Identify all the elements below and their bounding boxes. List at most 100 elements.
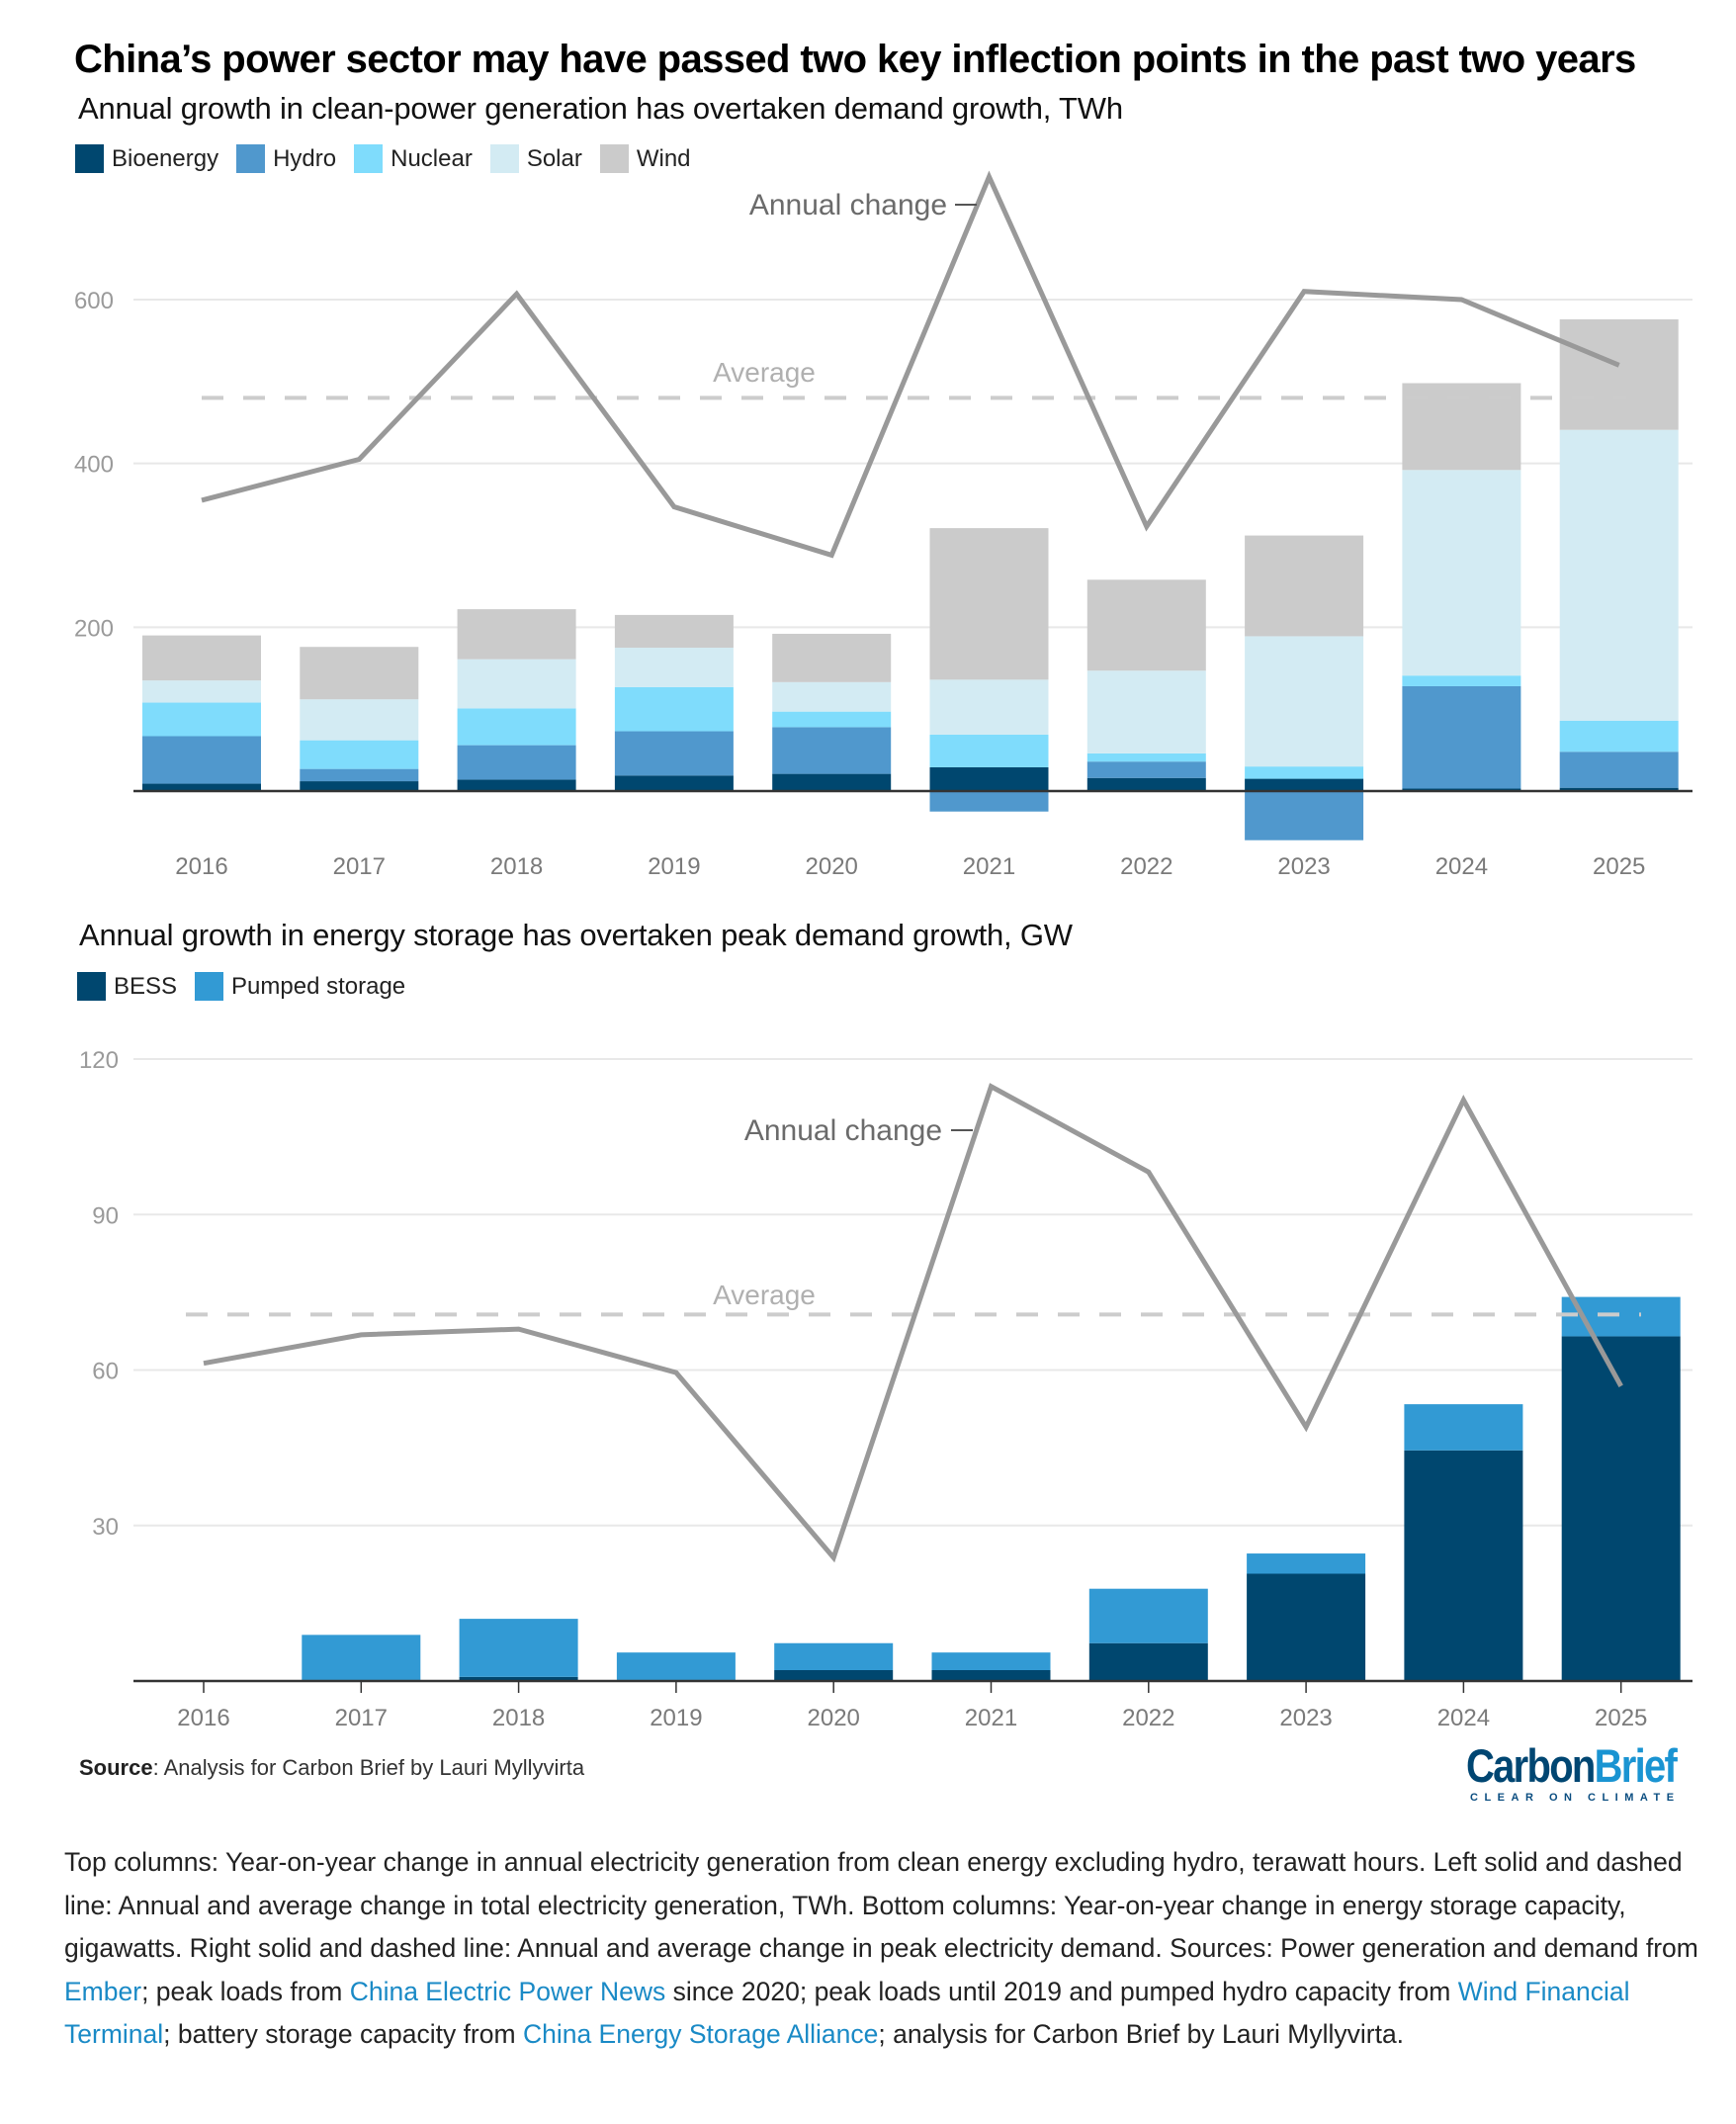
bar-bess-2018: [459, 1676, 578, 1681]
bar-hydro-2018: [457, 745, 576, 780]
bar-pumped-storage-2022: [1088, 1588, 1208, 1643]
x-tick-label: 2021: [963, 853, 1015, 880]
bottom-chart-subtitle: Annual growth in energy storage has over…: [79, 918, 1073, 952]
chart-title: China’s power sector may have passed two…: [74, 38, 1636, 81]
bar-bess-2022: [1088, 1642, 1208, 1681]
x-tick-label: 2019: [650, 1705, 702, 1731]
y-tick-label: 120: [79, 1047, 119, 1074]
source-label: Source: [79, 1755, 153, 1780]
legend-item-nuclear: Nuclear: [354, 144, 473, 173]
x-tick-label: 2016: [175, 853, 227, 880]
bar-wind-2025: [1559, 318, 1679, 430]
x-tick-label: 2023: [1277, 853, 1330, 880]
bar-hydro-2022: [1086, 761, 1206, 778]
caption-text: Top columns: Year-on-year change in annu…: [64, 1847, 1698, 1963]
legend-item-bess: BESS: [77, 972, 177, 1001]
x-tick-label: 2025: [1593, 853, 1645, 880]
x-tick-label: 2018: [492, 1705, 545, 1731]
bar-hydro-2023: [1245, 791, 1364, 841]
average-label: Average: [713, 357, 816, 388]
bar-solar-2022: [1086, 670, 1206, 753]
bottom-chart-legend: BESS Pumped storage: [77, 972, 423, 1001]
caption-link[interactable]: China Energy Storage Alliance: [522, 2019, 879, 2049]
caption-link[interactable]: Ember: [64, 1976, 142, 2006]
bar-pumped-storage-2024: [1404, 1404, 1523, 1451]
legend-label: Bioenergy: [112, 144, 219, 172]
bar-nuclear-2021: [929, 734, 1049, 767]
caption-link[interactable]: China Electric Power News: [349, 1976, 666, 2006]
x-tick-label: 2023: [1279, 1705, 1332, 1731]
bar-nuclear-2022: [1086, 752, 1206, 762]
bar-pumped-storage-2025: [1561, 1296, 1681, 1337]
x-tick-label: 2024: [1437, 1705, 1490, 1731]
bar-bioenergy-2017: [300, 781, 419, 791]
bar-wind-2020: [772, 633, 892, 682]
bar-nuclear-2018: [457, 708, 576, 746]
bar-nuclear-2023: [1245, 766, 1364, 779]
source-note: Source: Analysis for Carbon Brief by Lau…: [79, 1755, 584, 1781]
legend-item-wind: Wind: [599, 144, 691, 173]
legend-label: Solar: [526, 144, 582, 172]
caption: Top columns: Year-on-year change in annu…: [64, 1841, 1705, 2057]
bar-nuclear-2016: [142, 702, 261, 737]
legend-swatch: [489, 144, 519, 173]
annual-change-line: [201, 170, 1620, 559]
caption-text: ; analysis for Carbon Brief by Lauri Myl…: [878, 2019, 1405, 2049]
bar-bess-2025: [1561, 1336, 1681, 1681]
legend-item-pumped-storage: Pumped storage: [195, 972, 405, 1001]
legend-swatch: [236, 144, 266, 173]
x-tick-label: 2019: [648, 853, 700, 880]
bar-pumped-storage-2021: [931, 1652, 1051, 1670]
bar-wind-2017: [300, 647, 419, 700]
y-tick-label: 30: [92, 1514, 119, 1541]
bar-wind-2016: [142, 635, 261, 681]
y-tick-label: 200: [74, 615, 114, 642]
caption-link[interactable]: Wind Financial Terminal: [64, 1976, 1630, 2050]
bar-bioenergy-2021: [929, 766, 1049, 791]
bar-hydro-2024: [1402, 685, 1521, 789]
bar-bioenergy-2022: [1086, 777, 1206, 791]
bar-solar-2019: [614, 648, 734, 687]
legend-item-bioenergy: Bioenergy: [75, 144, 218, 173]
bar-bess-2021: [931, 1669, 1051, 1681]
bar-bioenergy-2018: [457, 779, 576, 791]
legend-item-hydro: Hydro: [236, 144, 336, 173]
bar-hydro-2017: [300, 768, 419, 782]
bar-pumped-storage-2023: [1247, 1553, 1366, 1574]
bar-wind-2023: [1245, 535, 1364, 637]
caption-text: ; peak loads from: [141, 1976, 350, 2006]
legend-label: Wind: [636, 144, 691, 172]
legend-swatch: [599, 144, 629, 173]
bar-wind-2021: [929, 528, 1049, 680]
legend-swatch: [75, 144, 104, 173]
bar-bioenergy-2019: [614, 775, 734, 791]
bar-solar-2025: [1559, 429, 1679, 721]
x-tick-label: 2021: [965, 1705, 1017, 1731]
bar-hydro-2016: [142, 736, 261, 784]
bar-hydro-2025: [1559, 752, 1679, 788]
x-tick-label: 2017: [335, 1705, 388, 1731]
bar-nuclear-2024: [1402, 675, 1521, 686]
x-tick-label: 2024: [1435, 853, 1488, 880]
x-tick-label: 2020: [806, 853, 858, 880]
bar-bioenergy-2016: [142, 783, 261, 791]
bar-pumped-storage-2020: [774, 1642, 894, 1670]
y-tick-label: 600: [74, 288, 114, 314]
legend-label: Hydro: [273, 144, 337, 172]
bar-bess-2020: [774, 1669, 894, 1681]
caption-text: since 2020; peak loads until 2019 and pu…: [665, 1976, 1458, 2006]
bar-solar-2016: [142, 680, 261, 703]
bar-wind-2022: [1086, 579, 1206, 671]
bar-solar-2020: [772, 681, 892, 712]
average-label: Average: [713, 1280, 816, 1310]
bar-solar-2024: [1402, 470, 1521, 676]
bar-bioenergy-2025: [1559, 787, 1679, 791]
bar-bess-2023: [1247, 1573, 1366, 1681]
source-text: : Analysis for Carbon Brief by Lauri Myl…: [152, 1755, 585, 1780]
x-tick-label: 2018: [490, 853, 543, 880]
bar-nuclear-2019: [614, 686, 734, 732]
caption-text: ; battery storage capacity from: [163, 2019, 523, 2049]
legend-label: BESS: [114, 972, 178, 1000]
annual-change-label: Annual change: [744, 1114, 942, 1147]
annual-change-label: Annual change: [749, 189, 947, 221]
